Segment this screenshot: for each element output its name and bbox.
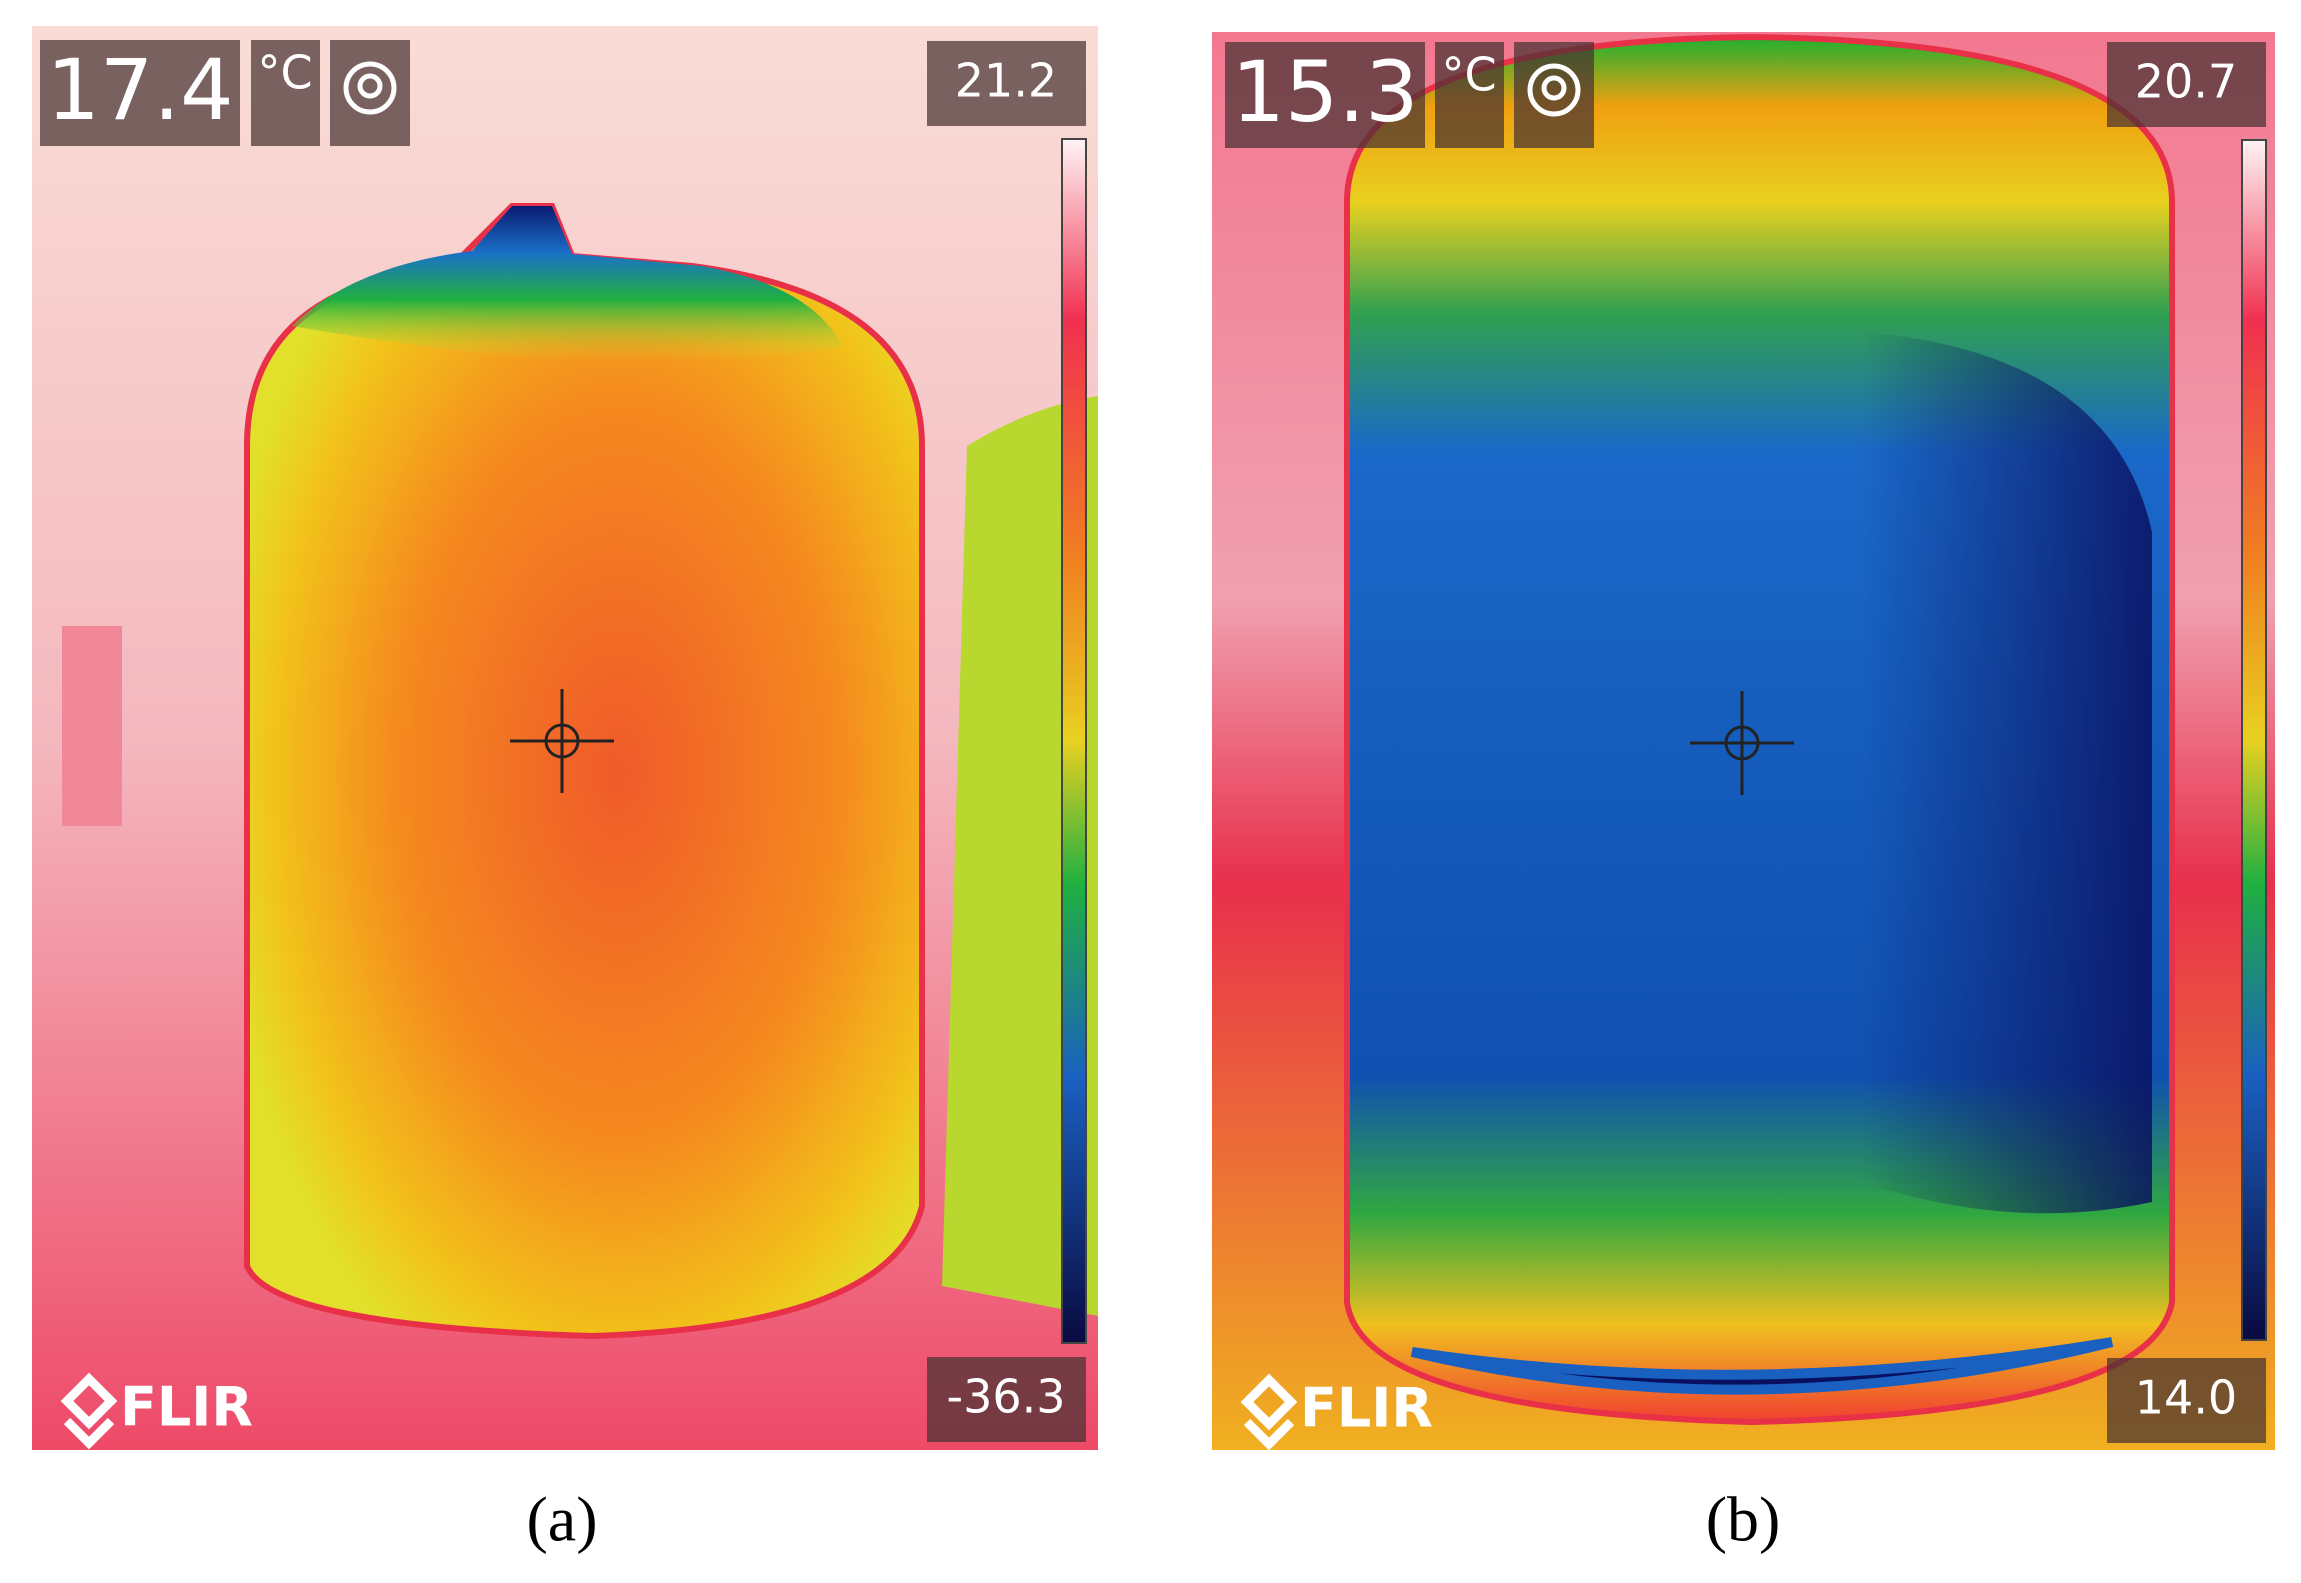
tank-base [1410,1337,2114,1395]
neighbor-tank [942,396,1098,1316]
icon-box [330,40,410,146]
spot-box [1225,42,1425,148]
tank [244,203,925,1340]
scale-max-box [927,41,1086,126]
tank-dome [292,206,842,362]
unit: °C [257,46,312,100]
scale-min-box [927,1357,1086,1442]
caption: (a) [526,1484,597,1555]
thermal-panel: 17.4 °C 21.2 -36.3 FLIR [32,26,1098,1450]
crosshair [1690,691,1794,795]
logo-mark [1240,1373,1298,1451]
caption: (b) [1706,1484,1781,1555]
unit: °C [1441,48,1496,102]
thermal-panel: 15.3 °C 20.7 14.0 FLIR [1212,32,2275,1451]
logo-mark [60,1372,118,1450]
crosshair [510,689,614,793]
scale-min: -36.3 [946,1370,1065,1424]
icon-box [1514,42,1594,148]
logo: FLIR [1300,1377,1433,1440]
scale-max: 20.7 [2135,55,2237,109]
color-scale [1061,138,1087,1344]
background-object [62,626,122,826]
scale-max-box [2107,42,2266,127]
scale-min: 14.0 [2135,1371,2237,1425]
spot-icon [1527,63,1581,117]
tank-shadow [1862,332,2152,1214]
spot-icon [343,61,397,115]
spot-temperature: 17.4 [46,41,233,139]
spot-temperature: 15.3 [1231,43,1418,141]
color-scale [2241,139,2267,1341]
scale-min-box [2107,1358,2266,1443]
logo: FLIR [120,1376,253,1439]
unit-box [1435,42,1504,148]
unit-box [251,40,320,146]
spot-box [40,40,240,146]
scale-max: 21.2 [955,54,1057,108]
